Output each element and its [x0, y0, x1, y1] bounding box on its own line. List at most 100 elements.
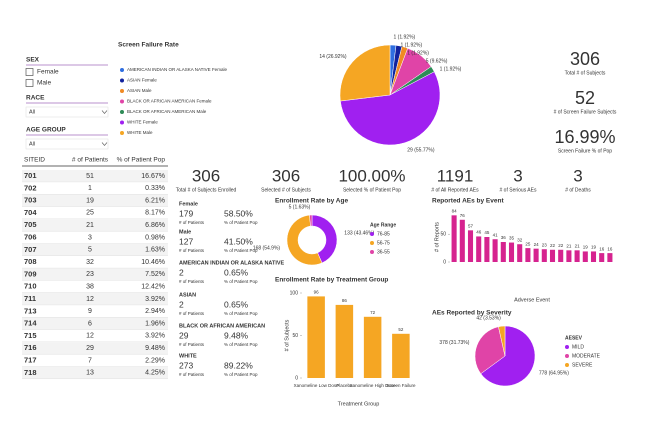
demographic-count: 2	[179, 299, 184, 309]
filter-panel-bg	[20, 50, 112, 155]
table-row-bg	[22, 317, 168, 330]
filter-label: RACE	[26, 95, 45, 102]
table-cell: 51	[86, 173, 94, 180]
filter-label: SEX	[26, 57, 40, 64]
demographic-percent: 89.22%	[224, 360, 253, 370]
bar-value-label: 21	[566, 244, 572, 249]
bar	[492, 239, 498, 262]
bar	[533, 248, 539, 262]
legend-label: BLACK OR AFRICAN AMERICAN Female	[127, 99, 212, 104]
bar-value-label: 96	[314, 290, 320, 295]
pie-label: 29 (55.77%)	[407, 148, 435, 154]
demographic-count: 179	[179, 208, 193, 218]
x-tick-label: Screen Failure	[386, 383, 416, 388]
bar	[582, 251, 588, 262]
filter-option: Male	[37, 80, 51, 87]
checkbox[interactable]	[25, 68, 34, 76]
bar	[517, 244, 523, 262]
legend-swatch	[370, 250, 374, 254]
table-row-bg	[22, 243, 168, 256]
legend-swatch	[565, 354, 569, 358]
demographic-label: % of Patient Pop	[224, 279, 258, 284]
table-cell: 3.92%	[145, 296, 165, 303]
table-cell: 711	[24, 294, 36, 303]
legend-label: ASIAN Male	[127, 88, 152, 93]
kpi-label: # of Screen Failure Subjects	[554, 109, 617, 115]
legend-swatch	[370, 232, 374, 236]
demographic-group: BLACK OR AFRICAN AMERICAN	[179, 323, 265, 329]
y-tick-label: 0	[295, 375, 298, 381]
chart-title: Enrollment Rate by Treatment Group	[275, 277, 388, 284]
legend-label: 76-85	[377, 231, 390, 237]
kpi-value: 3	[573, 166, 582, 185]
kpi-value: 306	[570, 49, 600, 69]
filter-label: AGE GROUP	[26, 127, 66, 134]
y-tick-label: 50	[440, 232, 446, 238]
table-cell: 32	[86, 259, 94, 266]
table-cell: 7.52%	[145, 271, 165, 278]
bar-value-label: 35	[509, 236, 515, 241]
table-row-bg	[22, 293, 168, 305]
demographic-count: 29	[179, 330, 189, 340]
demographic-group: AMERICAN INDIAN OR ALASKA NATIVE	[179, 260, 285, 266]
table-cell: 1.96%	[145, 320, 165, 327]
bar-value-label: 24	[534, 242, 540, 247]
demographic-percent: 9.48%	[224, 330, 249, 340]
bar-value-label: 41	[493, 232, 499, 237]
table-cell: 713	[24, 306, 37, 315]
demographic-percent: 0.65%	[224, 267, 249, 277]
x-tick-label: Xanomeline Low Dose	[294, 383, 340, 388]
table-cell: 8.17%	[145, 210, 165, 217]
demographic-label: # of Patients	[179, 220, 205, 225]
dropdown[interactable]	[25, 106, 109, 118]
bar	[484, 237, 490, 262]
table-cell: 4.25%	[145, 370, 165, 377]
table-cell: 1.63%	[145, 247, 165, 254]
legend-swatch	[120, 131, 124, 135]
table-row-bg	[22, 366, 168, 379]
table-row-bg	[22, 256, 168, 269]
kpi-value: 16.99%	[554, 127, 615, 147]
demographic-count: 273	[179, 360, 193, 370]
table-cell: 5	[88, 247, 92, 254]
demographic-label: % of Patient Pop	[224, 372, 258, 377]
table-cell: 12	[86, 296, 94, 303]
checkbox[interactable]	[25, 79, 34, 87]
bar-value-label: 25	[525, 241, 531, 246]
table-cell: 2.29%	[145, 357, 165, 364]
demographic-label: % of Patient Pop	[224, 311, 258, 316]
pie-label: 778 (64.95%)	[539, 371, 569, 377]
table-cell: 29	[86, 345, 94, 352]
bar-value-label: 21	[575, 244, 581, 249]
kpi-value: 52	[575, 88, 595, 108]
bar-value-label: 45	[484, 230, 490, 235]
pie-slice	[311, 214, 338, 264]
table-cell: 10.46%	[141, 259, 165, 266]
kpi-label: Selected # of Subjects	[261, 187, 311, 193]
dropdown[interactable]	[25, 138, 109, 150]
legend-label: WHITE Male	[127, 130, 153, 135]
bar	[451, 215, 457, 262]
legend-swatch	[120, 89, 124, 93]
table-cell: 12.42%	[141, 284, 165, 291]
table-header: % of Patient Pop	[117, 157, 166, 164]
bar	[549, 249, 556, 262]
bar-value-label: 57	[468, 224, 474, 229]
kpi-value: 306	[272, 166, 300, 185]
bar-value-label: 16	[607, 246, 613, 251]
pie-label: 5 (1.63%)	[289, 204, 311, 210]
demographic-label: # of Patients	[179, 311, 205, 316]
legend-swatch	[565, 345, 569, 349]
table-cell: 706	[24, 232, 37, 241]
demographic-count: 127	[179, 236, 193, 246]
table-row-bg	[22, 194, 168, 207]
x-tick-label: Xanomeline High Dose	[350, 383, 397, 388]
table-cell: 23	[86, 271, 94, 278]
y-tick-label: 50	[292, 333, 298, 339]
pie-label: 168 (54.9%)	[253, 246, 281, 252]
kpi-value: 306	[192, 166, 220, 185]
kpi-label: # of Deaths	[565, 187, 591, 193]
kpi-label: Total # of Subjects	[565, 70, 606, 76]
bar	[392, 333, 410, 378]
